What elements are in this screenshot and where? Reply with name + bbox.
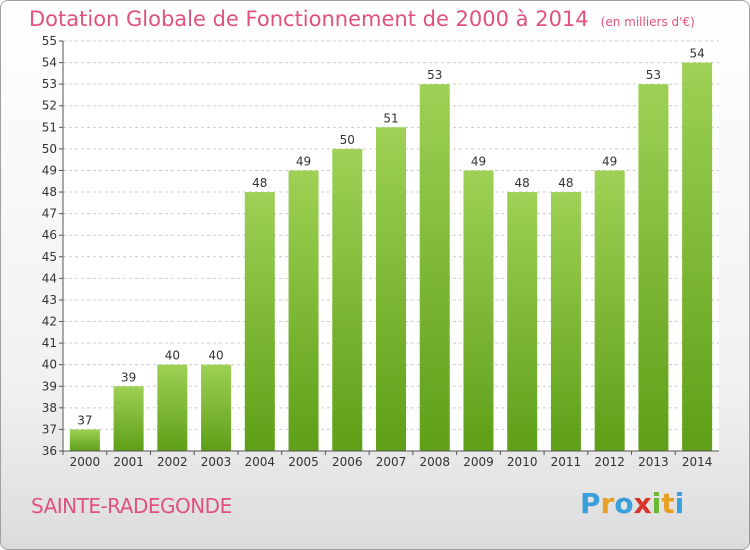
y-tick-label: 52 <box>42 99 57 113</box>
bar <box>463 170 494 451</box>
bar <box>376 127 406 451</box>
bar <box>594 170 625 451</box>
y-tick-label: 45 <box>42 250 57 264</box>
y-tick-label: 47 <box>42 207 57 221</box>
y-tick-label: 37 <box>42 422 57 436</box>
x-tick-label: 2001 <box>113 455 144 469</box>
bar-value-label: 53 <box>427 68 442 82</box>
x-tick-label: 2000 <box>70 455 101 469</box>
y-tick-label: 49 <box>42 163 57 177</box>
y-tick-label: 43 <box>42 293 57 307</box>
y-tick-label: 50 <box>42 142 57 156</box>
x-tick-label: 2006 <box>332 455 363 469</box>
x-tick-label: 2003 <box>201 455 232 469</box>
bar-value-label: 48 <box>558 176 573 190</box>
bar-value-label: 49 <box>602 154 617 168</box>
y-tick-label: 53 <box>42 77 57 91</box>
bar <box>682 62 713 451</box>
bar <box>201 364 232 451</box>
x-tick-label: 2005 <box>288 455 319 469</box>
x-tick-label: 2002 <box>157 455 188 469</box>
x-tick-label: 2004 <box>245 455 276 469</box>
y-tick-label: 42 <box>42 315 57 329</box>
x-tick-label: 2010 <box>507 455 538 469</box>
chart-title-text: Dotation Globale de Fonctionnement de 20… <box>29 7 589 31</box>
y-tick-label: 48 <box>42 185 57 199</box>
bar-value-label: 40 <box>165 349 180 363</box>
y-tick-label: 36 <box>42 444 57 458</box>
bar <box>288 170 319 451</box>
y-tick-label: 38 <box>42 401 57 415</box>
bar-value-label: 51 <box>383 111 398 125</box>
bar-value-label: 49 <box>296 154 311 168</box>
place-name: SAINTE-RADEGONDE <box>31 494 232 518</box>
x-tick-label: 2009 <box>463 455 494 469</box>
y-tick-label: 55 <box>42 34 57 48</box>
bar <box>419 84 450 451</box>
bar <box>507 192 538 452</box>
x-tick-label: 2008 <box>419 455 450 469</box>
bar <box>244 192 275 452</box>
chart-subtitle: (en milliers d'€) <box>600 15 695 29</box>
y-tick-label: 40 <box>42 358 57 372</box>
bar-value-label: 40 <box>208 349 223 363</box>
bar <box>113 386 144 451</box>
y-tick-label: 44 <box>42 271 57 285</box>
bar <box>69 429 100 451</box>
y-tick-label: 39 <box>42 379 57 393</box>
y-tick-label: 46 <box>42 228 57 242</box>
x-tick-label: 2013 <box>638 455 669 469</box>
bar-value-label: 48 <box>252 176 267 190</box>
y-tick-label: 41 <box>42 336 57 350</box>
x-tick-label: 2011 <box>551 455 582 469</box>
y-tick-label: 54 <box>42 56 57 70</box>
bars: 37 2000 39 2001 40 2002 40 2003 48 2004 49 2005 50 20… <box>62 47 713 469</box>
x-tick-label: 2014 <box>682 455 713 469</box>
bar <box>638 84 669 451</box>
y-tick-label: 51 <box>42 120 57 134</box>
bar-value-label: 49 <box>471 154 486 168</box>
x-tick-label: 2012 <box>594 455 625 469</box>
bar <box>157 364 188 451</box>
x-tick-label: 2007 <box>376 455 407 469</box>
bar-value-label: 39 <box>121 370 136 384</box>
bar-value-label: 53 <box>646 68 661 82</box>
bar-value-label: 50 <box>340 133 355 147</box>
bar-value-label: 54 <box>689 47 704 61</box>
bar-value-label: 37 <box>77 413 92 427</box>
proxiti-logo: Proxiti <box>580 487 685 520</box>
bar <box>550 192 581 452</box>
chart-title: Dotation Globale de Fonctionnement de 20… <box>29 7 695 31</box>
bar <box>332 148 363 452</box>
bar-value-label: 48 <box>515 176 530 190</box>
